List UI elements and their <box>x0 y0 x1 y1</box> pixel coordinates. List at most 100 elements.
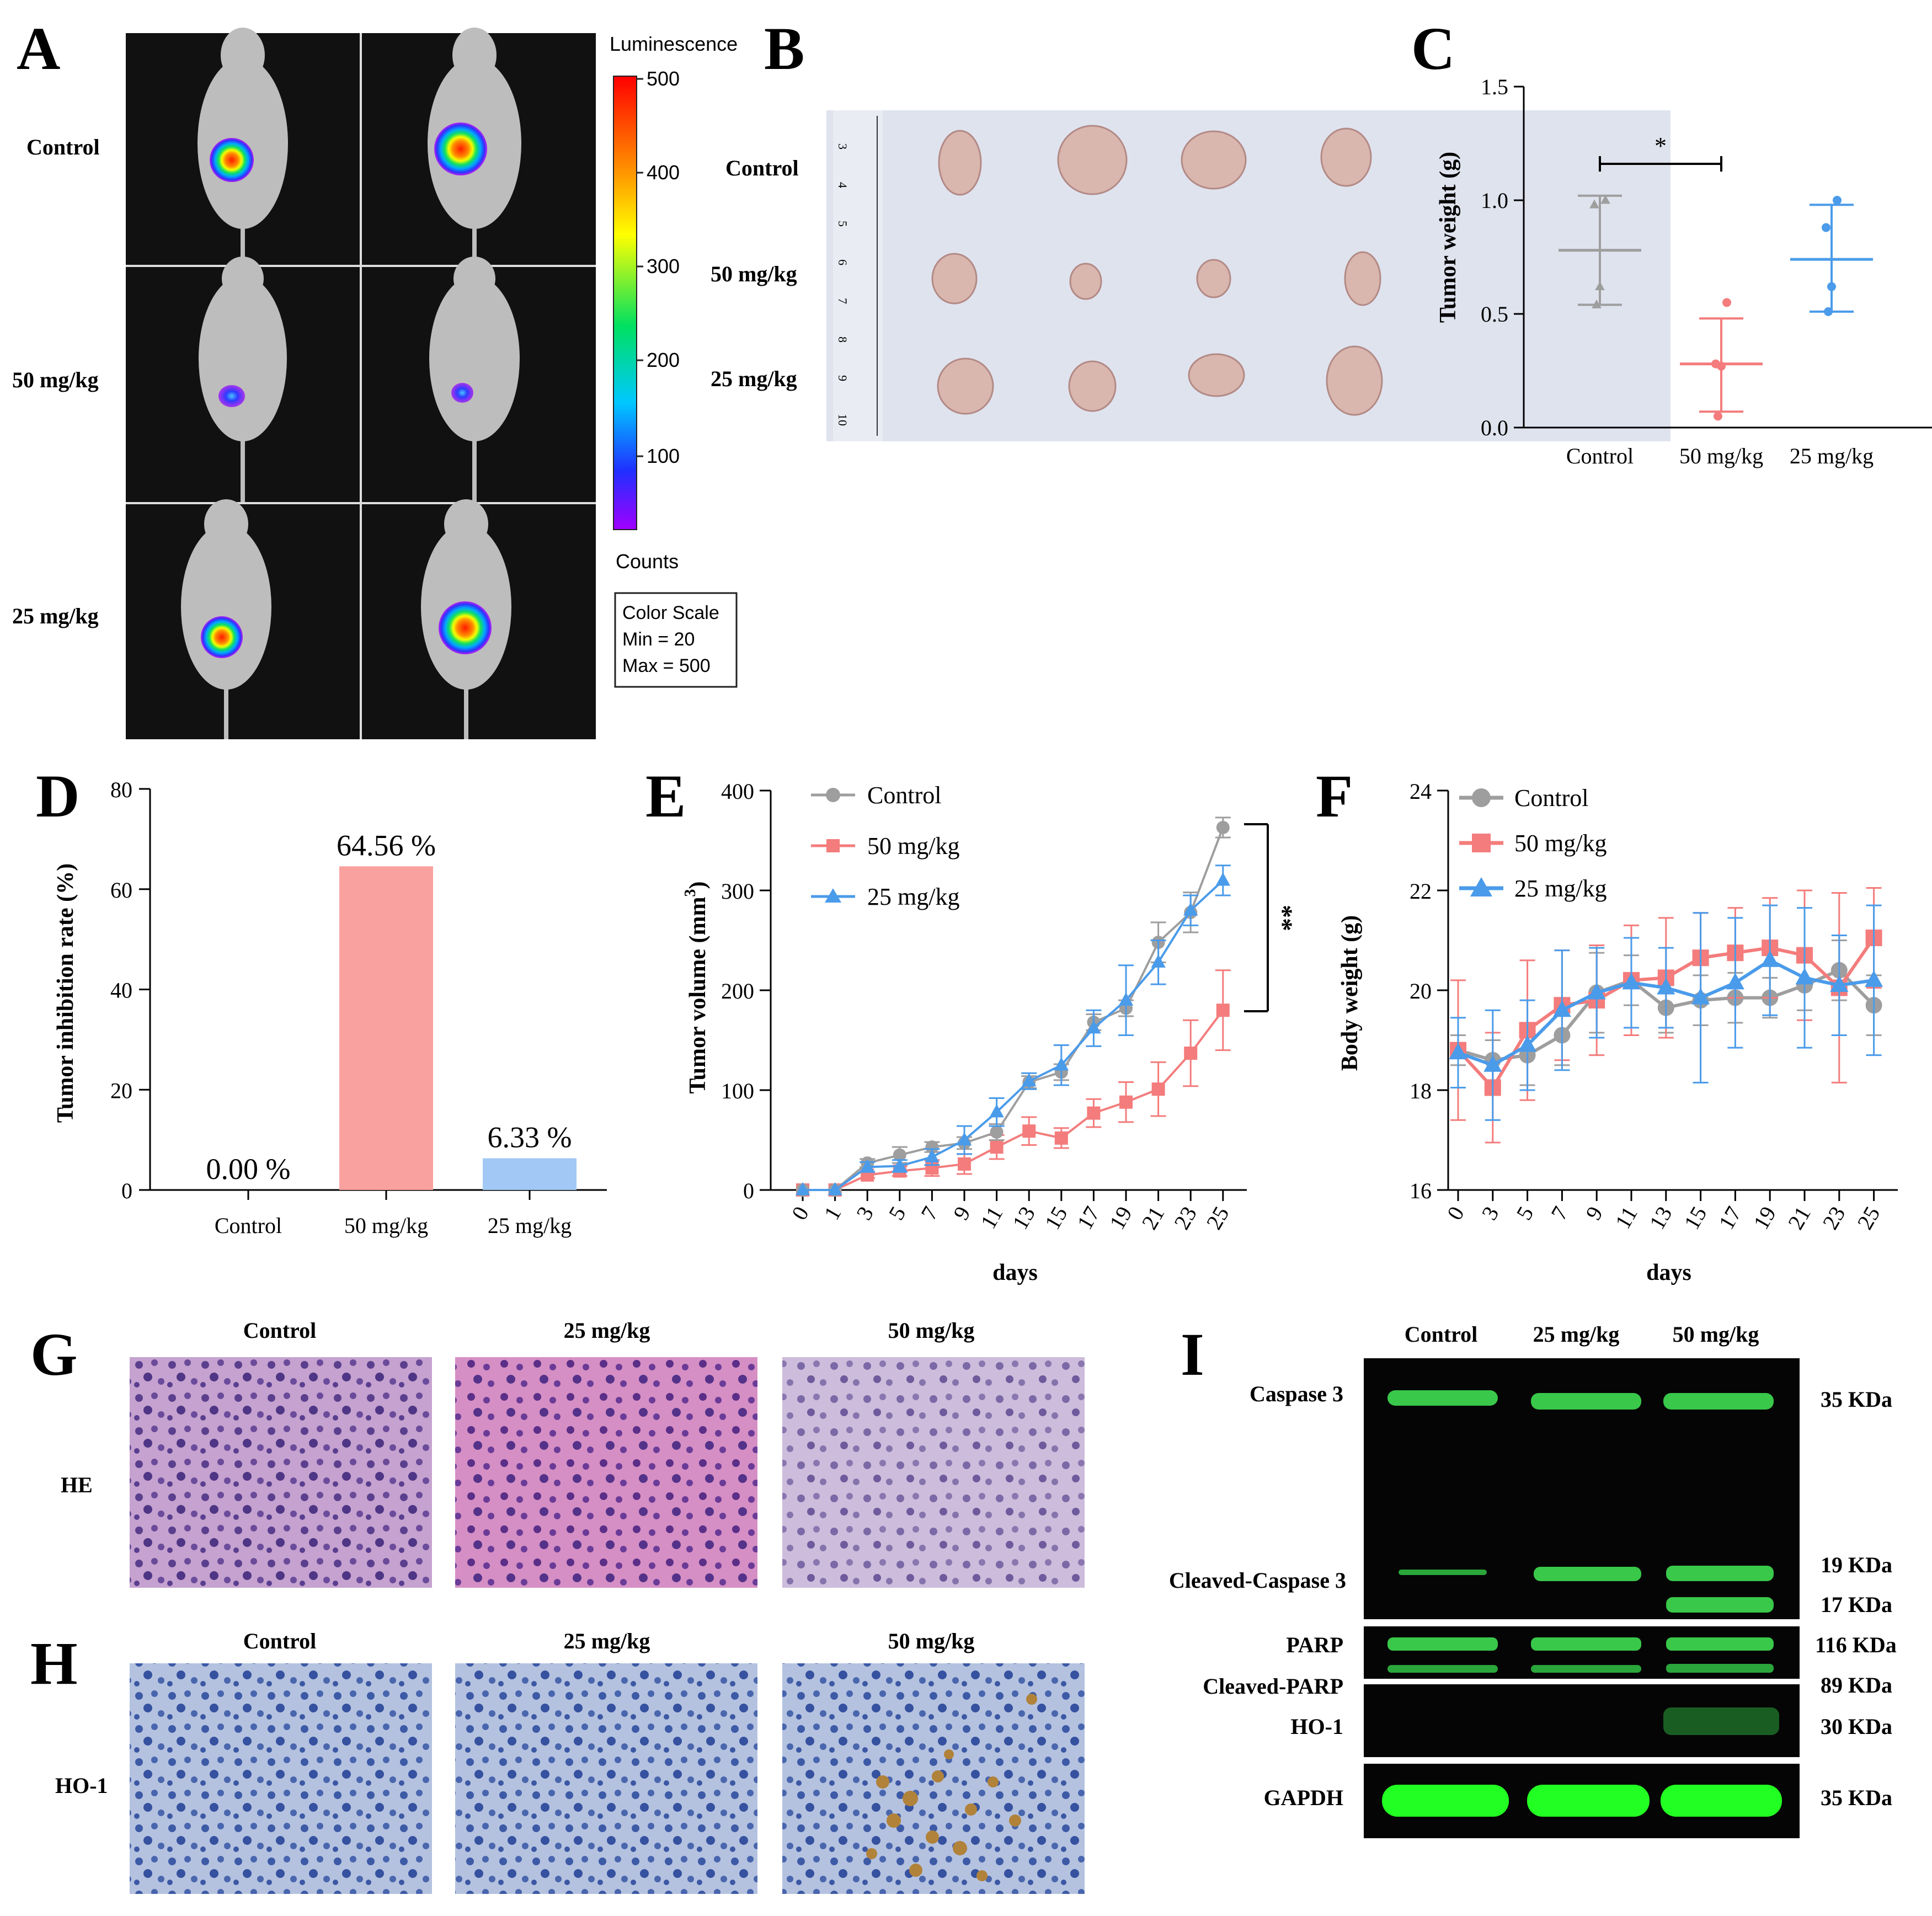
panel-a-group-control: Control <box>26 135 100 159</box>
legend-label-50: 50 mg/kg <box>867 832 959 860</box>
he-stain-image-50 <box>782 1357 1085 1588</box>
y-tick-label: 60 <box>110 878 132 903</box>
ylabel-main: Tumor volume (mm <box>685 896 711 1093</box>
he-stain-image-control <box>130 1357 432 1588</box>
x-tick-label: 7 <box>916 1202 943 1224</box>
color-scale-box <box>614 592 738 688</box>
color-scale-line: Min = 20 <box>622 629 695 650</box>
band <box>1531 1637 1641 1651</box>
panel-b: B Control 50 mg/kg 25 mg/kg 3 4 5 6 7 8 … <box>711 15 1671 441</box>
kda-label: 30 KDa <box>1821 1714 1892 1739</box>
ruler-label: 8 <box>836 337 850 343</box>
y-tick-label: 100 <box>721 1079 754 1103</box>
data-point <box>860 1159 875 1172</box>
y-tick-label: 18 <box>1410 1079 1432 1103</box>
data-point <box>1600 195 1610 204</box>
x-tick-label: 11 <box>975 1202 1007 1233</box>
x-tick-label: 13 <box>1007 1202 1040 1234</box>
ylabel-end: ) <box>685 882 711 889</box>
tumor-specimen <box>1057 125 1128 195</box>
tumor-specimen <box>1344 251 1381 306</box>
y-tick-label: 0.0 <box>1481 415 1508 440</box>
data-point <box>1151 1082 1165 1096</box>
panel-d-ylabel: Tumor inhibition rate (%) <box>53 863 78 1123</box>
column-label: 50 mg/kg <box>1673 1322 1759 1347</box>
y-tick-label: 20 <box>110 1078 132 1103</box>
data-point <box>893 1148 906 1162</box>
panel-e-xlabel: days <box>992 1260 1038 1285</box>
luminescence-signal <box>434 122 487 175</box>
y-tick-label: 0 <box>121 1178 132 1203</box>
band-gapdh <box>1527 1785 1650 1817</box>
panel-f-letter: F <box>1316 762 1353 830</box>
data-point <box>1184 1047 1198 1060</box>
x-tick-label: 0 <box>787 1202 814 1224</box>
x-tick-label: 17 <box>1714 1202 1746 1234</box>
band <box>1663 1393 1774 1410</box>
data-point <box>1216 820 1230 834</box>
ruler-label: 10 <box>836 414 850 426</box>
legend-marker-control <box>1472 788 1491 807</box>
ruler-label: 4 <box>836 182 850 188</box>
data-point <box>1865 970 1883 987</box>
colorbar-tick: 100 <box>647 445 680 467</box>
panel-c-ylabel: Tumor weight (g) <box>1435 152 1461 323</box>
ihc-image-25 <box>455 1663 757 1894</box>
data-point <box>1760 950 1779 967</box>
column-label: 25 mg/kg <box>564 1318 650 1343</box>
luminescence-signal <box>439 601 492 654</box>
data-point <box>1216 1004 1230 1017</box>
panel-g-letter: G <box>30 1321 78 1388</box>
column-label: Control <box>1405 1322 1478 1347</box>
luminescence-signal <box>201 616 243 658</box>
band <box>1666 1664 1774 1673</box>
y-tick-label: 0 <box>743 1178 754 1203</box>
x-tick-label: 7 <box>1546 1202 1573 1224</box>
x-tick-label: 1 <box>819 1202 846 1224</box>
protein-label: Cleaved-Caspase 3 <box>1169 1568 1346 1593</box>
tumor-specimen <box>1196 259 1231 298</box>
data-point <box>925 1140 939 1154</box>
x-tick-label: 21 <box>1783 1202 1816 1234</box>
data-point <box>925 1149 940 1162</box>
panel-h-letter: H <box>30 1630 78 1697</box>
data-point <box>1717 361 1726 371</box>
mouse-image <box>429 257 520 502</box>
data-point <box>1518 1035 1537 1052</box>
panel-c-letter: C <box>1411 15 1455 82</box>
tumor-specimen <box>938 130 982 196</box>
panel-b-group-50: 50 mg/kg <box>711 261 797 286</box>
y-tick-label: 16 <box>1410 1178 1432 1203</box>
data-point <box>892 1158 907 1172</box>
x-tick-label: 23 <box>1818 1202 1850 1234</box>
bar <box>339 866 433 1190</box>
row-label-ho1: HO-1 <box>55 1773 108 1798</box>
panel-i: I Control 25 mg/kg 50 mg/kg <box>1169 1321 1897 1838</box>
color-scale-line: Max = 500 <box>622 655 711 676</box>
column-label: 25 mg/kg <box>564 1629 650 1653</box>
panel-a: A Control 50 mg/kg 25 mg/kg <box>12 15 738 739</box>
band <box>1666 1637 1774 1651</box>
data-point <box>1086 1020 1101 1034</box>
x-tick-label: 11 <box>1610 1202 1642 1233</box>
data-point <box>1449 1043 1467 1060</box>
band <box>1531 1393 1641 1410</box>
x-tick-label: 5 <box>1511 1202 1538 1224</box>
y-tick-label: 1.0 <box>1481 188 1508 213</box>
x-tick-label: 19 <box>1104 1202 1137 1234</box>
data-point <box>1054 1057 1069 1071</box>
data-point <box>1592 299 1602 308</box>
x-tick-label: 25 <box>1202 1202 1234 1234</box>
data-point <box>1827 282 1836 291</box>
y-tick-label: 24 <box>1410 779 1432 804</box>
band-ho1 <box>1663 1707 1779 1735</box>
protein-label: Cleaved-PARP <box>1203 1674 1343 1699</box>
y-tick-label: 1.5 <box>1481 74 1508 99</box>
bar-value-label: 64.56 % <box>337 829 436 862</box>
legend-marker-control <box>826 788 840 802</box>
column-label: Control <box>243 1318 317 1343</box>
column-label: 50 mg/kg <box>888 1629 975 1653</box>
band-faint <box>1399 1570 1487 1575</box>
bar <box>483 1158 577 1190</box>
